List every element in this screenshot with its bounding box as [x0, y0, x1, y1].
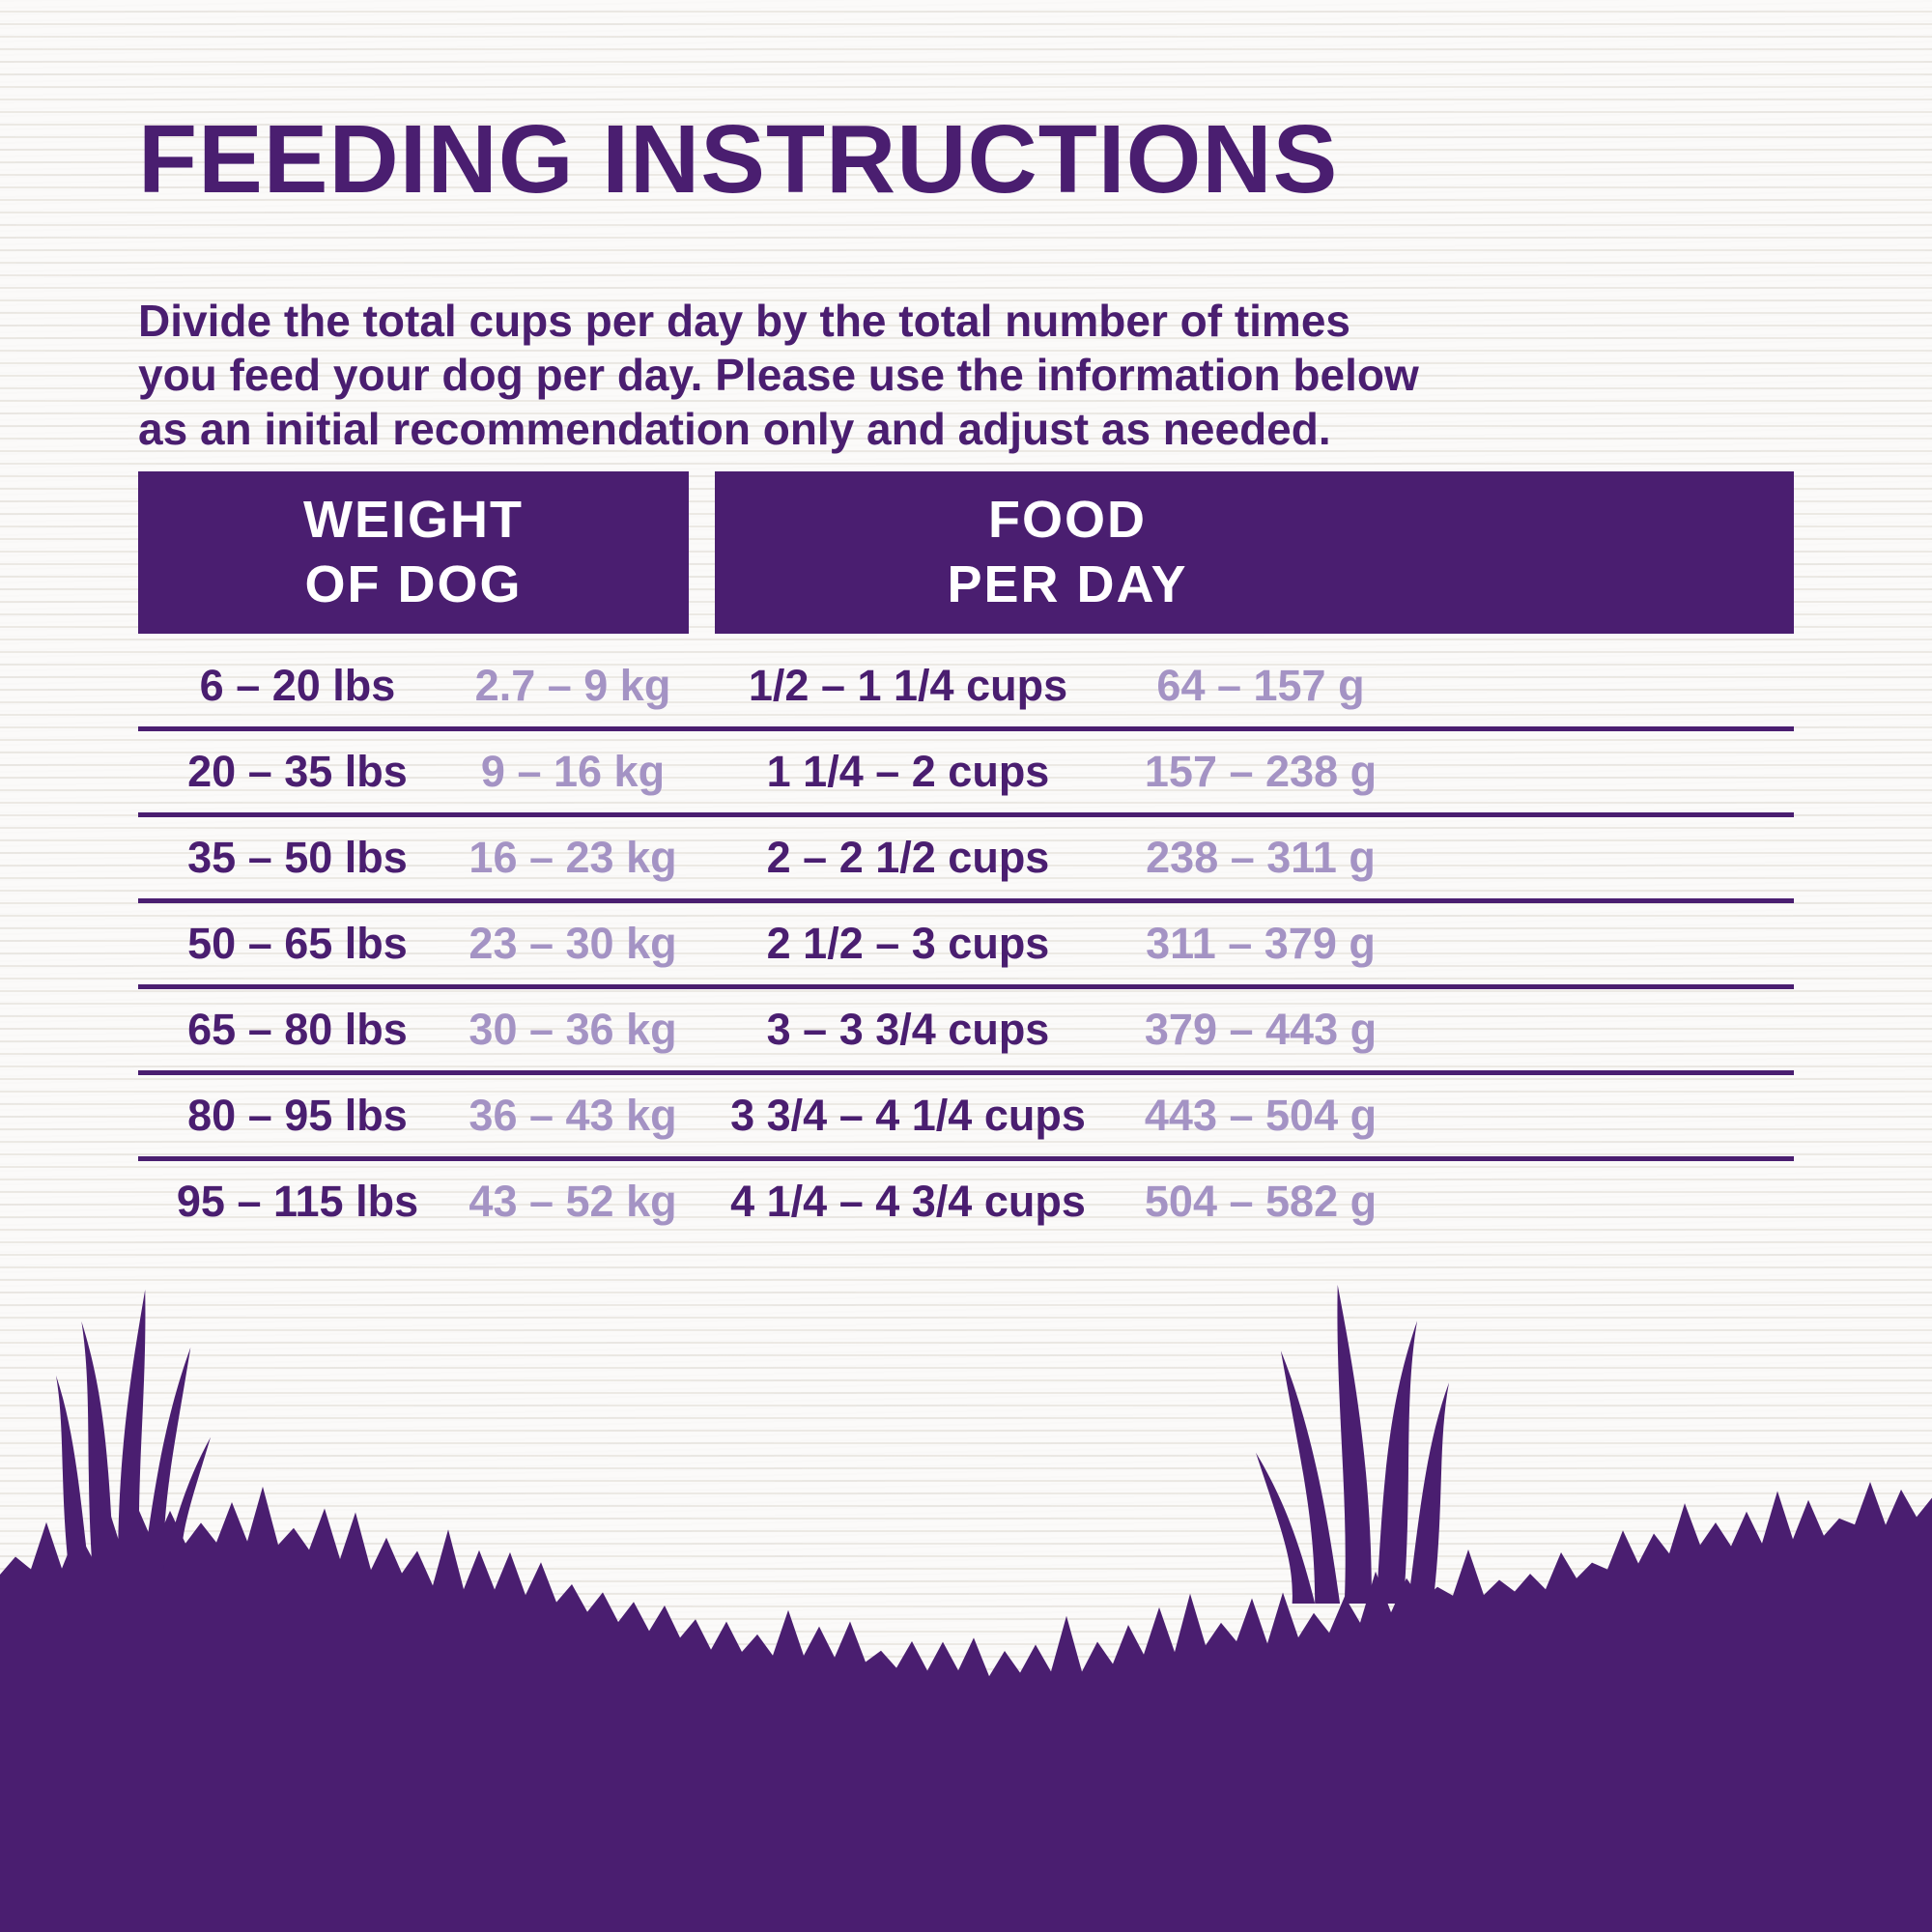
- food-cups-cell: 3 3/4 – 4 1/4 cups: [730, 1091, 1086, 1141]
- weight-lbs-cell: 95 – 115 lbs: [176, 1177, 419, 1227]
- row-separator: [138, 1070, 1794, 1076]
- column-header-weight: WEIGHT OF DOG: [138, 471, 689, 635]
- header-gap: [138, 634, 1794, 645]
- weight-lbs-cell: 50 – 65 lbs: [187, 919, 408, 969]
- row-separator: [138, 898, 1794, 904]
- row-separator: [138, 984, 1794, 990]
- weight-lbs-cell: 35 – 50 lbs: [187, 833, 408, 883]
- food-grams-cell: 443 – 504 g: [1144, 1091, 1378, 1141]
- weight-kg-cell: 9 – 16 kg: [480, 747, 666, 797]
- food-cups-cell: 2 – 2 1/2 cups: [766, 833, 1050, 883]
- weight-lbs-cell: 6 – 20 lbs: [199, 661, 396, 711]
- weight-lbs-cell: 65 – 80 lbs: [187, 1005, 408, 1055]
- food-cups-cell: 1 1/4 – 2 cups: [766, 747, 1050, 797]
- food-grams-cell: 379 – 443 g: [1144, 1005, 1378, 1055]
- weight-kg-cell: 36 – 43 kg: [469, 1091, 677, 1141]
- panel-content: FEEDING INSTRUCTIONS Divide the total cu…: [138, 0, 1794, 1242]
- weight-kg-cell: 43 – 52 kg: [469, 1177, 677, 1227]
- food-cups-cell: 1/2 – 1 1/4 cups: [748, 661, 1068, 711]
- weight-lbs-cell: 80 – 95 lbs: [187, 1091, 408, 1141]
- food-grams-cell: 157 – 238 g: [1144, 747, 1378, 797]
- row-separator: [138, 726, 1794, 732]
- food-cups-cell: 2 1/2 – 3 cups: [766, 919, 1050, 969]
- weight-lbs-cell: 20 – 35 lbs: [187, 747, 408, 797]
- food-cups-cell: 3 – 3 3/4 cups: [766, 1005, 1050, 1055]
- weight-kg-cell: 16 – 23 kg: [469, 833, 677, 883]
- row-separator: [138, 812, 1794, 818]
- column-header-food: FOOD PER DAY: [715, 471, 1794, 635]
- weight-kg-cell: 23 – 30 kg: [469, 919, 677, 969]
- row-separator: [138, 1156, 1794, 1162]
- weight-kg-cell: 2.7 – 9 kg: [474, 661, 671, 711]
- grass-silhouette: [0, 1482, 1932, 1932]
- food-grams-cell: 311 – 379 g: [1146, 919, 1376, 969]
- column-header-food-label: FOOD PER DAY: [947, 490, 1188, 614]
- food-cups-cell: 4 1/4 – 4 3/4 cups: [730, 1177, 1086, 1227]
- food-grams-cell: 504 – 582 g: [1144, 1177, 1378, 1227]
- food-grams-cell: 238 – 311 g: [1146, 833, 1376, 883]
- feeding-table: WEIGHT OF DOG FOOD PER DAY 6 – 20 lbs 2.…: [138, 471, 1794, 1242]
- food-grams-cell: 64 – 157 g: [1156, 661, 1365, 711]
- weight-kg-cell: 30 – 36 kg: [469, 1005, 677, 1055]
- grass-tuft-right-icon: [1256, 1285, 1449, 1604]
- intro-text: Divide the total cups per day by the tot…: [138, 296, 1419, 455]
- page-title: FEEDING INSTRUCTIONS: [138, 105, 1339, 213]
- column-header-weight-label: WEIGHT OF DOG: [303, 490, 524, 614]
- grass-tuft-left-icon: [56, 1290, 211, 1570]
